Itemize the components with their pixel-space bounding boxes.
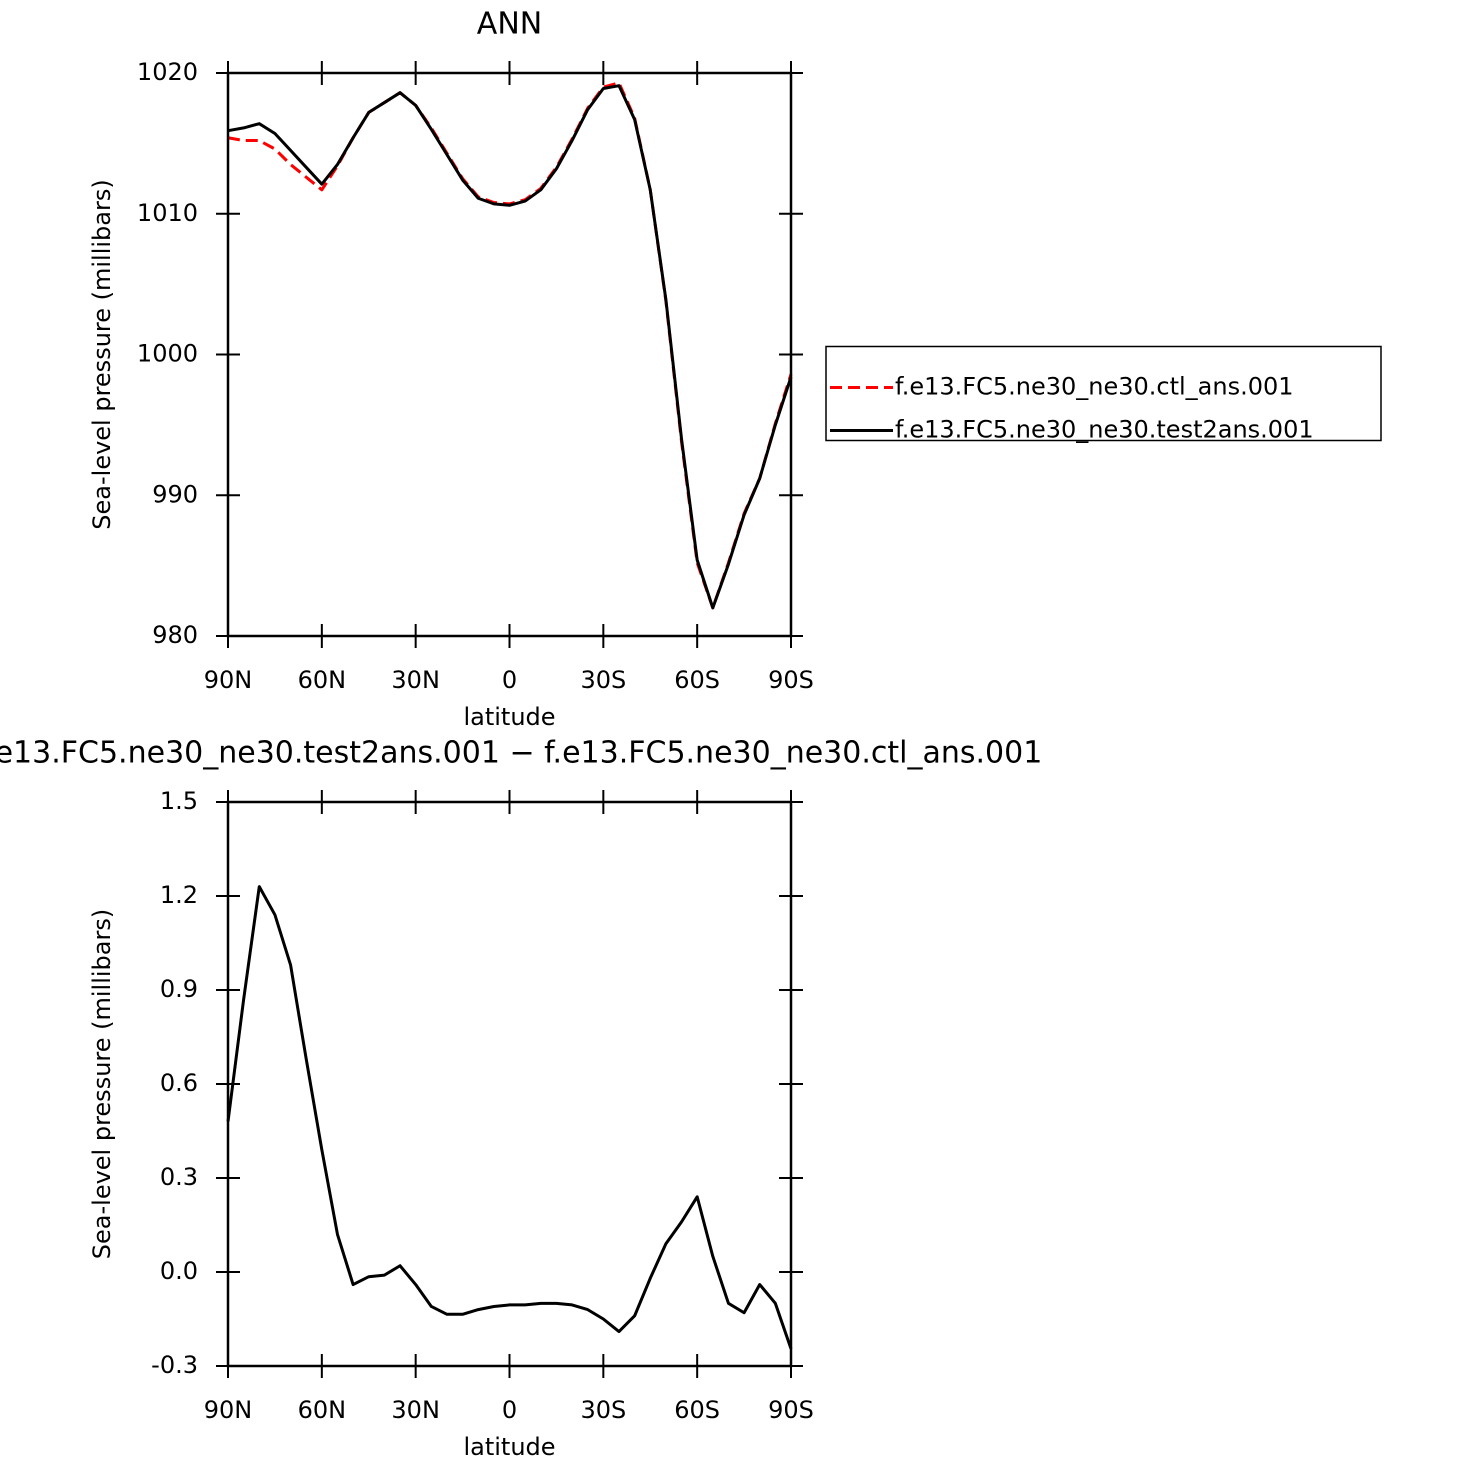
data-line <box>226 885 793 1350</box>
y-tick-label: 0.6 <box>160 1069 198 1097</box>
legend-label: f.e13.FC5.ne30_ne30.ctl_ans.001 <box>895 373 1294 401</box>
y-tick-label: 990 <box>152 480 198 508</box>
legend-box <box>825 345 1382 442</box>
y-tick-label: 1000 <box>137 340 198 368</box>
x-tick-label: 0 <box>502 666 517 694</box>
plot-frame <box>226 71 793 638</box>
x-tick-label: 30N <box>391 1396 440 1424</box>
chart-title: f.e13.FC5.ne30_ne30.test2ans.001 − f.e13… <box>0 736 1042 771</box>
y-tick-label: 1.5 <box>160 787 198 815</box>
x-tick-label: 60N <box>298 666 347 694</box>
x-tick-label: 90N <box>204 666 253 694</box>
x-tick-label: 60S <box>674 666 720 694</box>
x-tick-label: 60N <box>298 1396 347 1424</box>
x-tick-label: 0 <box>502 1396 517 1424</box>
y-tick-label: 980 <box>152 621 198 649</box>
x-tick-label: 30N <box>391 666 440 694</box>
y-tick-label: 0.9 <box>160 975 198 1003</box>
y-tick-label: 1020 <box>137 58 198 86</box>
x-tick-label: 60S <box>674 1396 720 1424</box>
y-axis-label: Sea-level pressure (millibars) <box>88 909 116 1259</box>
y-tick-label: 0.3 <box>160 1163 198 1191</box>
plot-frame <box>226 800 793 1368</box>
x-tick-label: 30S <box>580 666 626 694</box>
x-tick-label: 90S <box>768 666 814 694</box>
data-line <box>227 84 793 610</box>
y-axis-label: Sea-level pressure (millibars) <box>88 179 116 529</box>
y-tick-label: -0.3 <box>151 1351 198 1379</box>
x-tick-label: 90N <box>204 1396 253 1424</box>
x-axis-label: latitude <box>463 703 555 731</box>
y-tick-label: 1.2 <box>160 881 198 909</box>
chart-title: ANN <box>477 7 542 42</box>
legend-label: f.e13.FC5.ne30_ne30.test2ans.001 <box>895 416 1314 444</box>
x-tick-label: 30S <box>580 1396 626 1424</box>
y-tick-label: 1010 <box>137 199 198 227</box>
x-axis-label: latitude <box>463 1433 555 1461</box>
data-line <box>227 81 793 610</box>
y-tick-label: 0.0 <box>160 1257 198 1285</box>
x-tick-label: 90S <box>768 1396 814 1424</box>
